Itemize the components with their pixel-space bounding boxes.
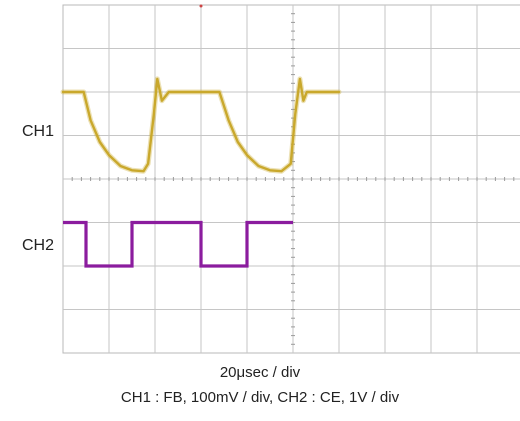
ch2-label: CH2 [22,237,55,254]
plot-traces [60,76,342,268]
ch2-trace [63,220,293,268]
trigger-marker [199,4,203,8]
ch1-trace [61,77,341,173]
plot-grid [62,4,520,354]
timebase-caption: 20μsec / div [219,364,301,381]
channel-scales-caption: CH1 : FB, 100mV / div, CH2 : CE, 1V / di… [120,389,400,406]
oscilloscope-plot [60,4,520,354]
ch1-label: CH1 [22,123,55,140]
